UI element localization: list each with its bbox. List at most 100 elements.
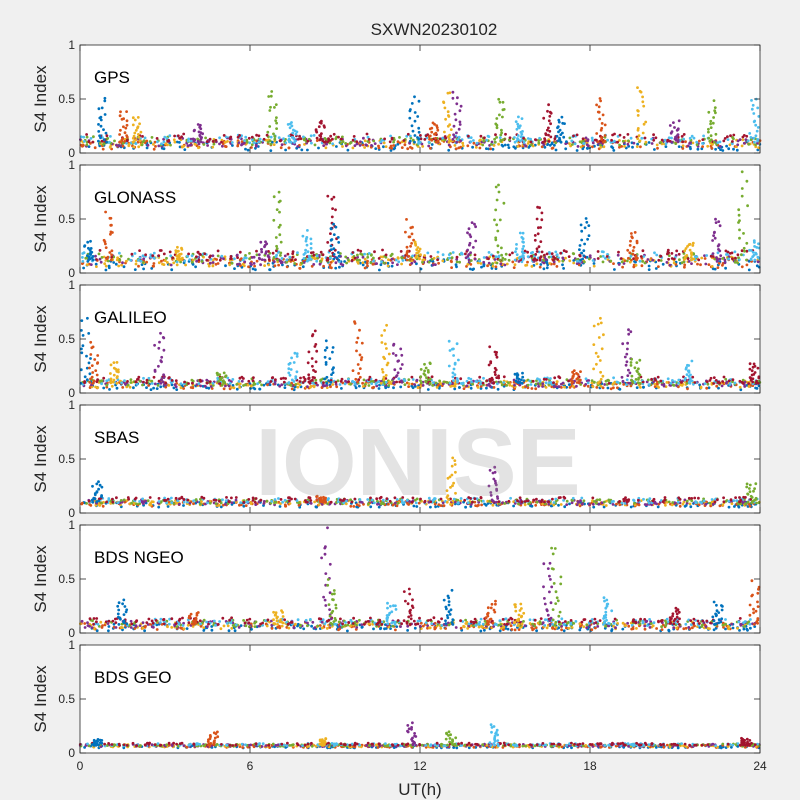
- data-point: [132, 134, 136, 138]
- data-point: [580, 502, 584, 506]
- data-point: [190, 378, 194, 382]
- data-point: [740, 265, 744, 269]
- data-point: [321, 139, 324, 143]
- data-point: [570, 139, 574, 143]
- data-point: [581, 147, 585, 151]
- data-point: [693, 381, 697, 384]
- data-point: [526, 255, 530, 258]
- data-point: [287, 146, 291, 150]
- data-point: [497, 97, 501, 101]
- data-point: [330, 238, 334, 241]
- data-point: [459, 139, 462, 143]
- data-point: [174, 379, 178, 383]
- data-point: [582, 499, 586, 503]
- data-point: [170, 496, 173, 500]
- data-point: [189, 386, 193, 389]
- data-point: [247, 136, 251, 140]
- data-point: [325, 381, 329, 385]
- data-point: [642, 385, 645, 389]
- data-point: [277, 263, 280, 267]
- data-point: [209, 254, 212, 258]
- data-point: [109, 377, 113, 381]
- data-point: [378, 268, 381, 272]
- data-point: [85, 143, 89, 147]
- data-point: [390, 252, 394, 256]
- data-point: [236, 256, 240, 259]
- data-point: [599, 377, 603, 381]
- data-point: [295, 370, 299, 374]
- data-point: [749, 249, 753, 252]
- data-point: [178, 141, 181, 144]
- data-point: [466, 263, 470, 266]
- data-point: [437, 261, 440, 265]
- data-point: [540, 250, 544, 254]
- data-point: [313, 329, 317, 333]
- data-point: [415, 262, 418, 266]
- data-point: [300, 261, 304, 265]
- data-point: [691, 141, 695, 145]
- data-point: [129, 378, 133, 381]
- data-point: [91, 255, 95, 258]
- data-point: [709, 122, 712, 126]
- data-point: [356, 253, 359, 257]
- data-point: [586, 144, 590, 148]
- data-point: [494, 265, 498, 269]
- data-point: [584, 217, 588, 220]
- data-point: [452, 124, 456, 128]
- data-point: [307, 376, 311, 380]
- data-point: [680, 381, 683, 384]
- data-point: [83, 375, 87, 379]
- data-point: [82, 135, 86, 139]
- data-point: [494, 373, 497, 376]
- data-point: [467, 376, 471, 380]
- data-point: [341, 145, 344, 148]
- data-point: [521, 375, 525, 379]
- data-point: [741, 381, 745, 385]
- data-point: [538, 265, 542, 269]
- data-point: [358, 328, 361, 332]
- data-point: [422, 372, 426, 376]
- data-point: [230, 386, 234, 389]
- peak-cluster: [451, 90, 463, 144]
- series-4: [79, 136, 760, 148]
- data-point: [319, 260, 323, 263]
- data-point: [156, 384, 160, 387]
- data-point: [332, 233, 336, 237]
- data-point: [636, 137, 640, 141]
- data-point: [487, 261, 491, 265]
- data-point: [175, 388, 179, 391]
- data-point: [617, 263, 621, 266]
- data-point: [711, 255, 715, 258]
- data-point: [248, 257, 252, 261]
- data-point: [132, 140, 136, 143]
- data-point: [714, 379, 718, 382]
- data-point: [711, 267, 715, 271]
- data-point: [104, 268, 108, 272]
- data-point: [337, 254, 341, 258]
- data-point: [121, 386, 125, 389]
- data-point: [389, 149, 393, 152]
- data-point: [338, 265, 341, 269]
- data-point: [725, 253, 728, 256]
- data-point: [411, 225, 414, 229]
- data-point: [671, 379, 674, 382]
- data-point: [165, 256, 168, 260]
- data-point: [306, 258, 310, 261]
- data-point: [142, 139, 146, 143]
- data-point: [326, 241, 330, 244]
- data-point: [94, 254, 97, 258]
- data-point: [716, 266, 720, 269]
- data-point: [640, 136, 644, 140]
- data-point: [344, 144, 348, 148]
- data-point: [279, 139, 282, 143]
- data-point: [250, 143, 254, 147]
- data-point: [417, 99, 421, 103]
- data-point: [269, 135, 273, 139]
- data-point: [618, 387, 622, 391]
- data-point: [478, 139, 481, 143]
- data-point: [206, 501, 209, 505]
- data-point: [518, 380, 522, 384]
- data-point: [290, 356, 293, 360]
- data-point: [235, 383, 239, 386]
- data-point: [97, 130, 101, 133]
